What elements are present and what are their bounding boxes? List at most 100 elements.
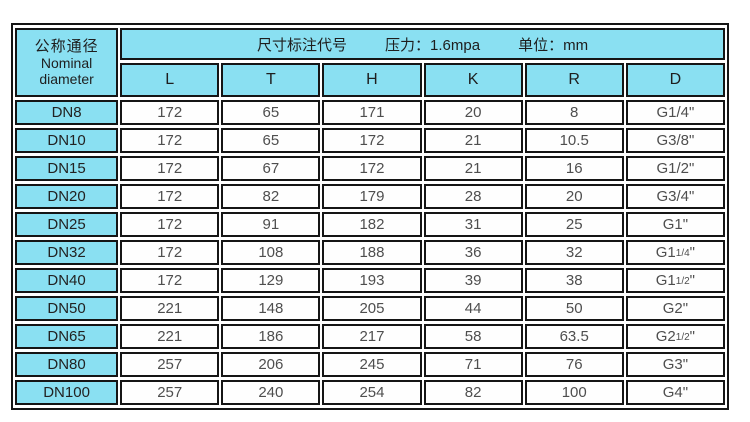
cell-d: G3/8" xyxy=(625,128,725,153)
header-row-columns: L T H K R D xyxy=(15,63,725,97)
cell-dn: DN65 xyxy=(15,324,119,349)
cell-dn: DN100 xyxy=(15,380,119,405)
cell-l: 172 xyxy=(120,268,220,293)
column-header-k: K xyxy=(423,63,523,97)
cell-r: 38 xyxy=(524,268,624,293)
cell-dn: DN80 xyxy=(15,352,119,377)
table-row: DN50 221 148 205 44 50 G2" xyxy=(15,296,725,321)
table-row: DN65 221 186 217 58 63.5 G21/2" xyxy=(15,324,725,349)
cell-dn: DN15 xyxy=(15,156,119,181)
column-header-t: T xyxy=(221,63,321,97)
column-header-l: L xyxy=(120,63,220,97)
cell-h: 217 xyxy=(322,324,422,349)
cell-d: G3" xyxy=(625,352,725,377)
cell-r: 20 xyxy=(524,184,624,209)
table-row: DN10 172 65 172 21 10.5 G3/8" xyxy=(15,128,725,153)
cell-k: 39 xyxy=(423,268,523,293)
cell-r: 10.5 xyxy=(524,128,624,153)
cell-k: 44 xyxy=(423,296,523,321)
cell-d: G11/2" xyxy=(625,268,725,293)
cell-d: G3/4" xyxy=(625,184,725,209)
cell-dn: DN40 xyxy=(15,268,119,293)
cell-r: 63.5 xyxy=(524,324,624,349)
cell-h: 182 xyxy=(322,212,422,237)
cell-r: 16 xyxy=(524,156,624,181)
cell-k: 36 xyxy=(423,240,523,265)
cell-d: G1/4" xyxy=(625,100,725,125)
cell-r: 50 xyxy=(524,296,624,321)
table-row: DN100 257 240 254 82 100 G4" xyxy=(15,380,725,405)
cell-r: 32 xyxy=(524,240,624,265)
cell-k: 28 xyxy=(423,184,523,209)
cell-d: G11/4" xyxy=(625,240,725,265)
unit-label: 单位：mm xyxy=(518,36,589,54)
cell-d: G1/2" xyxy=(625,156,725,181)
cell-k: 20 xyxy=(423,100,523,125)
column-header-r: R xyxy=(524,63,624,97)
header-title-band: 尺寸标注代号 压力：1.6mpa 单位：mm xyxy=(120,28,725,60)
cell-t: 65 xyxy=(221,100,321,125)
nominal-diameter-zh: 公称通径 xyxy=(34,38,99,55)
header-row-title: 公称通径 Nominal diameter 尺寸标注代号 压力：1.6mpa 单… xyxy=(15,28,725,97)
cell-l: 172 xyxy=(120,184,220,209)
table-row: DN32 172 108 188 36 32 G11/4" xyxy=(15,240,725,265)
cell-l: 257 xyxy=(120,380,220,405)
column-header-h: H xyxy=(322,63,422,97)
cell-l: 221 xyxy=(120,296,220,321)
cell-r: 76 xyxy=(524,352,624,377)
cell-k: 71 xyxy=(423,352,523,377)
cell-h: 254 xyxy=(322,380,422,405)
cell-h: 245 xyxy=(322,352,422,377)
cell-t: 186 xyxy=(221,324,321,349)
cell-k: 58 xyxy=(423,324,523,349)
cell-dn: DN10 xyxy=(15,128,119,153)
header-nominal-diameter: 公称通径 Nominal diameter xyxy=(15,28,119,97)
size-code-label: 尺寸标注代号 xyxy=(257,36,348,54)
cell-r: 8 xyxy=(524,100,624,125)
cell-t: 91 xyxy=(221,212,321,237)
cell-h: 179 xyxy=(322,184,422,209)
cell-t: 129 xyxy=(221,268,321,293)
dimension-spec-table: 公称通径 Nominal diameter 尺寸标注代号 压力：1.6mpa 单… xyxy=(11,23,729,410)
cell-l: 172 xyxy=(120,128,220,153)
cell-t: 108 xyxy=(221,240,321,265)
cell-d: G4" xyxy=(625,380,725,405)
pressure-label: 压力：1.6mpa xyxy=(385,36,481,54)
cell-d: G2" xyxy=(625,296,725,321)
cell-dn: DN25 xyxy=(15,212,119,237)
cell-k: 82 xyxy=(423,380,523,405)
cell-dn: DN32 xyxy=(15,240,119,265)
cell-dn: DN20 xyxy=(15,184,119,209)
cell-l: 257 xyxy=(120,352,220,377)
cell-h: 205 xyxy=(322,296,422,321)
column-header-d: D xyxy=(625,63,725,97)
nominal-diameter-en-line1: Nominal xyxy=(40,55,93,71)
cell-r: 25 xyxy=(524,212,624,237)
cell-t: 240 xyxy=(221,380,321,405)
table-row: DN80 257 206 245 71 76 G3" xyxy=(15,352,725,377)
cell-t: 67 xyxy=(221,156,321,181)
cell-k: 21 xyxy=(423,156,523,181)
table-row: DN40 172 129 193 39 38 G11/2" xyxy=(15,268,725,293)
cell-t: 65 xyxy=(221,128,321,153)
table-row: DN15 172 67 172 21 16 G1/2" xyxy=(15,156,725,181)
cell-k: 31 xyxy=(423,212,523,237)
cell-l: 172 xyxy=(120,100,220,125)
cell-h: 172 xyxy=(322,128,422,153)
cell-k: 21 xyxy=(423,128,523,153)
nominal-diameter-en-line2: diameter xyxy=(39,71,94,87)
cell-l: 172 xyxy=(120,240,220,265)
cell-dn: DN50 xyxy=(15,296,119,321)
cell-l: 172 xyxy=(120,156,220,181)
cell-t: 82 xyxy=(221,184,321,209)
cell-h: 188 xyxy=(322,240,422,265)
table-row: DN20 172 82 179 28 20 G3/4" xyxy=(15,184,725,209)
cell-h: 171 xyxy=(322,100,422,125)
cell-d: G21/2" xyxy=(625,324,725,349)
cell-l: 221 xyxy=(120,324,220,349)
cell-d: G1" xyxy=(625,212,725,237)
cell-t: 206 xyxy=(221,352,321,377)
table-row: DN8 172 65 171 20 8 G1/4" xyxy=(15,100,725,125)
cell-l: 172 xyxy=(120,212,220,237)
